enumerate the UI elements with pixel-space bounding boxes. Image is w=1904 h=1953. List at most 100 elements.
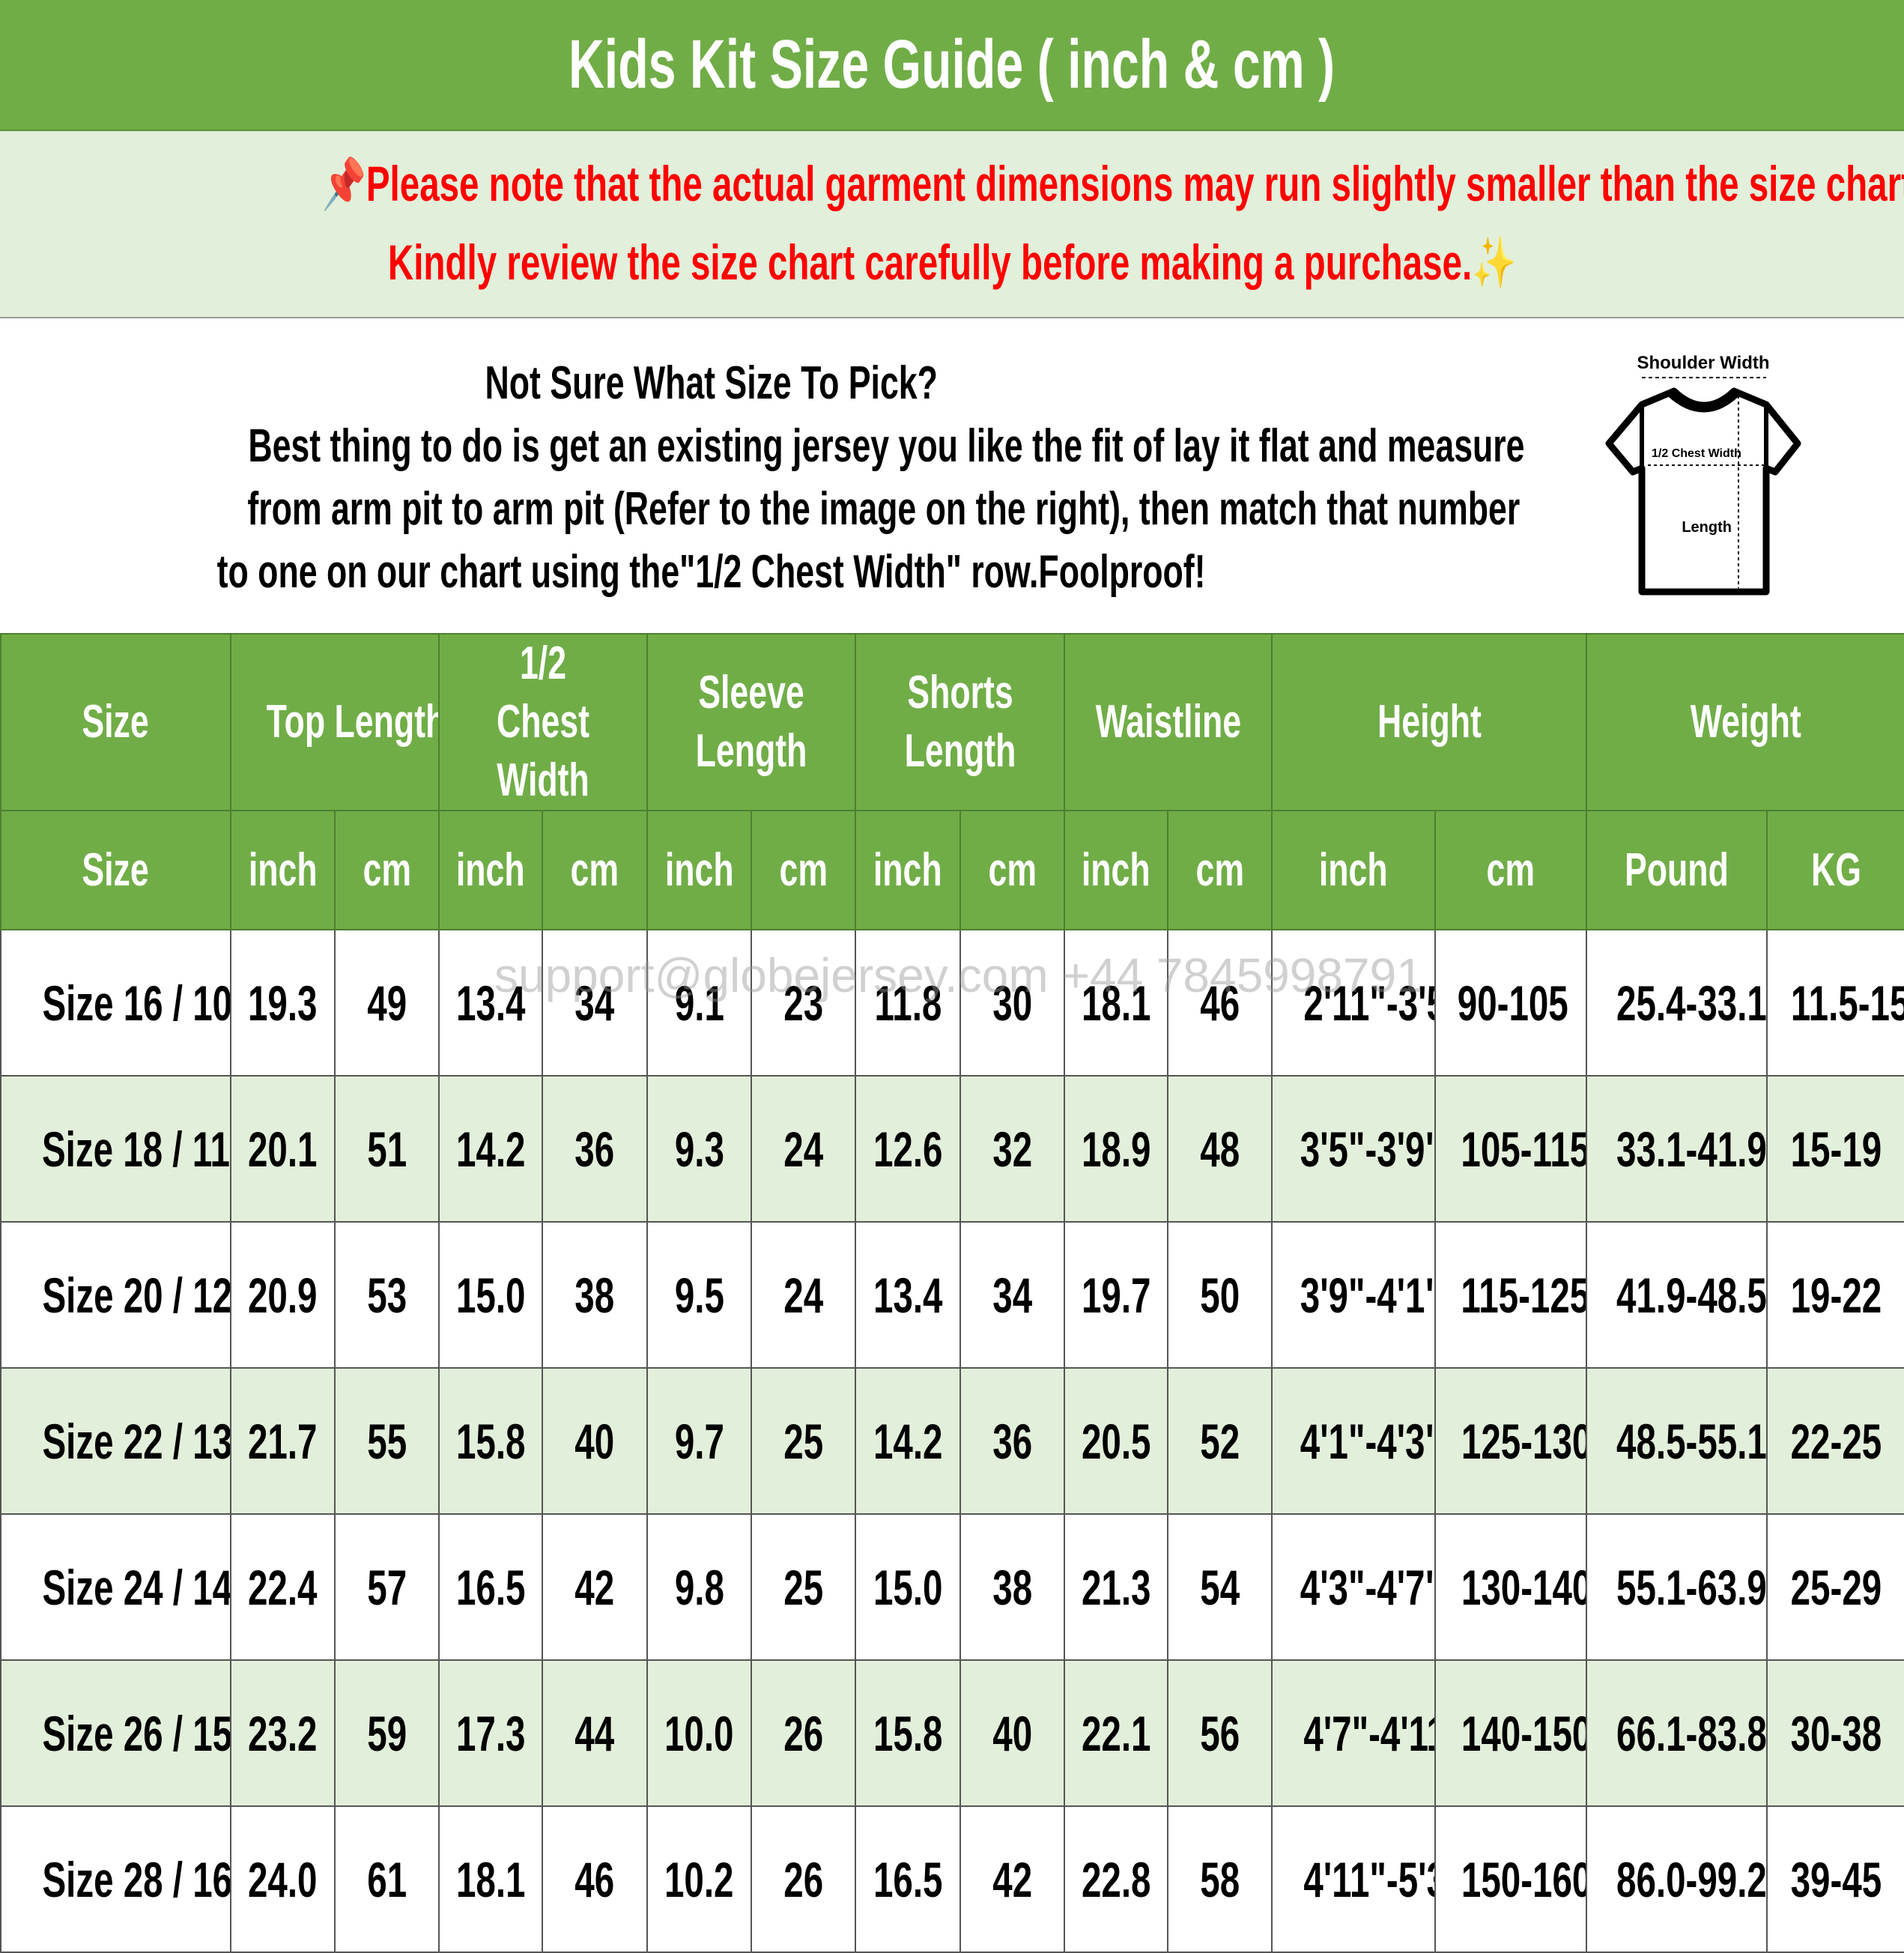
unit-header-label: cm — [988, 844, 1037, 896]
group-header: Waistline — [1064, 633, 1273, 811]
unit-header: cm — [1167, 810, 1273, 930]
cell-value: 12.6 — [873, 1121, 943, 1177]
table-row: Size 26 / 150 23.2 59 17.3 44 10.0 26 15.8 40 22.… — [0, 1659, 1904, 1807]
cell-value: 48.5-55.1 — [1616, 1413, 1767, 1469]
table-cell: 25-29 — [1766, 1513, 1904, 1661]
cell-value: 13.4 — [455, 975, 526, 1031]
cell-value: 18.9 — [1081, 1121, 1151, 1177]
table-cell: 4'11"-5'3" — [1271, 1805, 1437, 1953]
group-header: Sleeve Length — [646, 633, 857, 811]
cell-value: 13.4 — [873, 1267, 943, 1323]
cell-value: 61 — [367, 1851, 407, 1907]
group-header-label: Shorts Length — [904, 667, 1016, 777]
group-header: Top Length — [229, 633, 440, 811]
table-cell: 48 — [1167, 1075, 1273, 1223]
notice-line-1: Please note that the actual garment dime… — [366, 156, 1904, 211]
table-cell: 42 — [959, 1805, 1066, 1953]
cell-value: 4'3"-4'7" — [1300, 1559, 1436, 1615]
table-cell: 9.8 — [646, 1513, 753, 1661]
cell-value: 53 — [367, 1267, 407, 1323]
unit-header: inch — [1271, 810, 1437, 930]
cell-value: 15.0 — [873, 1559, 943, 1615]
cell-value: 54 — [1200, 1559, 1240, 1615]
table-cell: 36 — [959, 1367, 1066, 1515]
table-cell: 36 — [542, 1075, 649, 1223]
unit-header-label: Pound — [1625, 844, 1729, 896]
table-cell: 50 — [1167, 1221, 1273, 1369]
table-cell: 54 — [1167, 1513, 1273, 1661]
unit-header: cm — [959, 810, 1066, 930]
notice-banner: 📌Please note that the actual garment dim… — [0, 131, 1904, 318]
cell-value: 4'1"-4'3" — [1300, 1413, 1436, 1469]
cell-value: 22.4 — [248, 1559, 318, 1615]
cell-value: 22.8 — [1081, 1851, 1151, 1907]
cell-value: 19.7 — [1081, 1267, 1151, 1323]
unit-header: Size — [0, 810, 231, 930]
unit-header: cm — [751, 810, 857, 930]
table-cell: 23.2 — [230, 1659, 336, 1807]
cell-value: 36 — [992, 1413, 1032, 1469]
info-line-1: Best thing to do is get an existing jers… — [248, 420, 1525, 472]
table-cell: 130-140 — [1434, 1513, 1588, 1661]
group-header-label: Weight — [1690, 696, 1801, 748]
table-cell: 2'11"-3'5" — [1271, 929, 1437, 1077]
cell-value: 38 — [992, 1559, 1032, 1615]
cell-value: 24 — [783, 1121, 823, 1177]
table-cell: 22.4 — [230, 1513, 336, 1661]
table-cell: 44 — [542, 1659, 649, 1807]
cell-value: Size 16 / 100 — [42, 975, 231, 1031]
table-cell: 52 — [1167, 1367, 1273, 1515]
cell-value: 2'11"-3'5" — [1303, 975, 1434, 1031]
cell-value: 21.3 — [1081, 1559, 1151, 1615]
group-header-label: Sleeve Length — [695, 667, 807, 777]
unit-header-label: Size — [82, 844, 150, 896]
table-row: Size 28 / 160 24.0 61 18.1 46 10.2 26 16.5 42 22.… — [0, 1805, 1904, 1953]
table-cell: 30 — [959, 929, 1066, 1077]
cell-value: 16.5 — [455, 1559, 526, 1615]
table-cell: 4'1"-4'3" — [1271, 1367, 1437, 1515]
cell-value: 105-115 — [1461, 1121, 1587, 1177]
table-cell: 12.6 — [855, 1075, 962, 1223]
table-cell: 9.3 — [646, 1075, 753, 1223]
cell-value: 57 — [367, 1559, 407, 1615]
table-cell: 53 — [333, 1221, 440, 1369]
cell-value: 9.8 — [674, 1559, 724, 1615]
table-cell: 4'3"-4'7" — [1271, 1513, 1437, 1661]
unit-header-label: cm — [1486, 844, 1535, 896]
cell-value: 130-140 — [1461, 1559, 1587, 1615]
cell-value: 9.5 — [674, 1267, 724, 1323]
table-row: Size 16 / 100 19.3 49 13.4 34 9.1 23 11.8 30 18.1… — [0, 929, 1904, 1077]
cell-value: 14.2 — [873, 1413, 943, 1469]
table-cell: 21.3 — [1064, 1513, 1169, 1661]
table-cell: 16.5 — [855, 1805, 962, 1953]
table-cell: 16.5 — [438, 1513, 544, 1661]
cell-value: 34 — [574, 975, 615, 1031]
cell-value: 41.9-48.5 — [1616, 1267, 1767, 1323]
chest-width-label: 1/2 Chest Width — [1652, 447, 1741, 460]
group-header: Height — [1271, 633, 1588, 811]
cell-value: 25-29 — [1790, 1559, 1882, 1615]
cell-value: 11.8 — [874, 975, 942, 1031]
table-cell: Size 16 / 100 — [0, 929, 231, 1077]
table-cell: 14.2 — [438, 1075, 544, 1223]
cell-value: 38 — [574, 1267, 615, 1323]
table-cell: 125-130 — [1434, 1367, 1588, 1515]
table-cell: 25.4-33.1 — [1586, 929, 1768, 1077]
cell-value: 115-125 — [1461, 1267, 1587, 1323]
unit-header: cm — [542, 810, 649, 930]
table-cell: 56 — [1167, 1659, 1273, 1807]
table-cell: 21.7 — [230, 1367, 336, 1515]
cell-value: 20.9 — [248, 1267, 318, 1323]
cell-value: Size 22 / 130 — [42, 1413, 231, 1469]
table-cell: 55.1-63.9 — [1586, 1513, 1768, 1661]
group-header: Weight — [1586, 633, 1904, 811]
table-cell: 9.7 — [646, 1367, 753, 1515]
table-cell: Size 28 / 160 — [0, 1805, 231, 1953]
table-cell: 4'7"-4'11" — [1271, 1659, 1437, 1807]
table-cell: 14.2 — [855, 1367, 962, 1515]
cell-value: 22.1 — [1081, 1705, 1151, 1761]
cell-value: 4'11"-5'3" — [1303, 1851, 1434, 1907]
group-header: 1/2 Chest Width — [438, 633, 649, 811]
cell-value: 21.7 — [248, 1413, 318, 1469]
unit-header: Pound — [1586, 810, 1768, 930]
